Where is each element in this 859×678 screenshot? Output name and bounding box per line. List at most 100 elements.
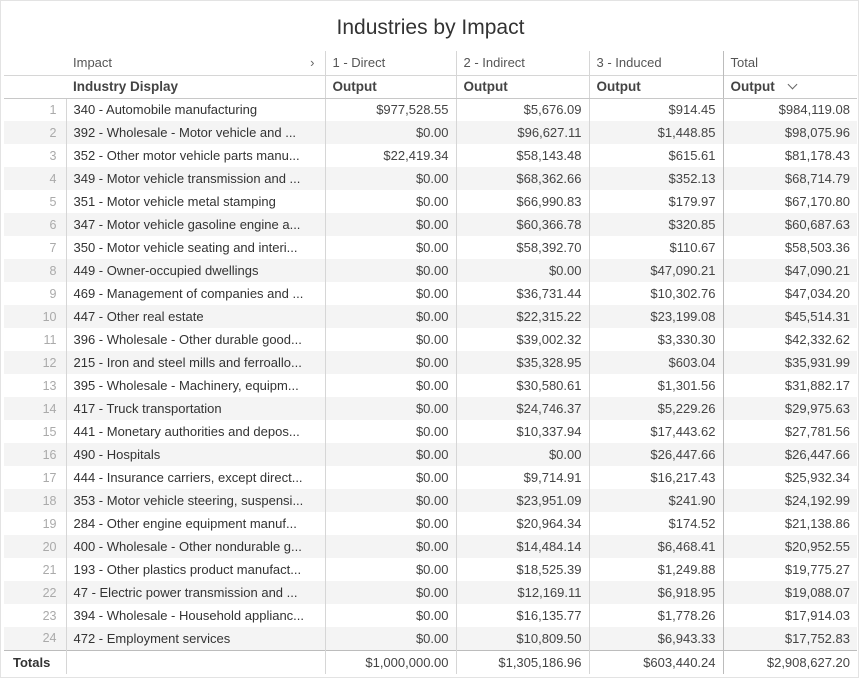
induced-output: $6,918.95 (588, 581, 723, 604)
induced-output: $615.61 (588, 144, 723, 167)
table-row[interactable]: 21 193 - Other plastics product manufact.… (4, 558, 857, 581)
impact-dimension-header[interactable]: Impact › (66, 51, 325, 75)
total-output: $19,775.27 (722, 558, 857, 581)
table-row[interactable]: 13 395 - Wholesale - Machinery, equipm...… (4, 374, 857, 397)
indirect-output: $24,746.37 (455, 397, 589, 420)
indirect-output-header[interactable]: Output (455, 74, 589, 99)
induced-output-header[interactable]: Output (588, 74, 723, 99)
column-group-indirect[interactable]: 2 - Indirect (455, 51, 589, 75)
corner-cell (4, 51, 66, 75)
table-row[interactable]: 14 417 - Truck transportation $0.00 $24,746… (4, 397, 857, 420)
direct-output-header[interactable]: Output (324, 74, 456, 99)
table-row[interactable]: 23 394 - Wholesale - Household applianc..… (4, 604, 857, 627)
indirect-output: $35,328.95 (455, 351, 589, 374)
row-index: 4 (4, 167, 66, 190)
induced-output: $23,199.08 (588, 305, 723, 328)
induced-output: $603.04 (588, 351, 723, 374)
column-group-direct[interactable]: 1 - Direct (324, 51, 456, 75)
industry-name: 352 - Other motor vehicle parts manu... (65, 144, 325, 167)
indirect-output: $20,964.34 (455, 512, 589, 535)
table-row[interactable]: 18 353 - Motor vehicle steering, suspensi… (4, 489, 857, 512)
table-body: 1 340 - Automobile manufacturing $977,528.… (4, 98, 857, 650)
total-output: $25,932.34 (722, 466, 857, 489)
table-row[interactable]: 17 444 - Insurance carriers, except direc… (4, 466, 857, 489)
industry-name: 349 - Motor vehicle transmission and ... (65, 167, 325, 190)
total-output: $984,119.08 (722, 98, 857, 121)
table-row[interactable]: 15 441 - Monetary authorities and depos..… (4, 420, 857, 443)
direct-output: $0.00 (324, 167, 456, 190)
indirect-output: $36,731.44 (455, 282, 589, 305)
chevron-right-icon[interactable]: › (310, 55, 315, 71)
indirect-output: $58,143.48 (455, 144, 589, 167)
row-index: 14 (4, 397, 66, 420)
table-row[interactable]: 8 449 - Owner-occupied dwellings $0.00 $0.0… (4, 259, 857, 282)
total-output: $24,192.99 (722, 489, 857, 512)
table-row[interactable]: 19 284 - Other engine equipment manuf... $… (4, 512, 857, 535)
industry-name: 417 - Truck transportation (65, 397, 325, 420)
indirect-output: $96,627.11 (455, 121, 589, 144)
induced-output: $6,468.41 (588, 535, 723, 558)
table-row[interactable]: 7 350 - Motor vehicle seating and interi.… (4, 236, 857, 259)
table-row[interactable]: 2 392 - Wholesale - Motor vehicle and ...… (4, 121, 857, 144)
industry-name: 394 - Wholesale - Household applianc... (65, 604, 325, 627)
table-row[interactable]: 16 490 - Hospitals $0.00 $0.00 $26,447.66 $26… (4, 443, 857, 466)
indirect-output: $10,809.50 (455, 627, 589, 650)
indirect-output: $0.00 (455, 443, 589, 466)
total-output: $19,088.07 (722, 581, 857, 604)
table-row[interactable]: 10 447 - Other real estate $0.00 $22,315.22… (4, 305, 857, 328)
industry-name: 347 - Motor vehicle gasoline engine a... (65, 213, 325, 236)
row-index: 16 (4, 443, 66, 466)
total-output: $60,687.63 (722, 213, 857, 236)
row-index: 3 (49, 148, 57, 163)
table-row[interactable]: 4 349 - Motor vehicle transmission and ..… (4, 167, 857, 190)
table-row[interactable]: 6 347 - Motor vehicle gasoline engine a..… (4, 213, 857, 236)
industry-name: 395 - Wholesale - Machinery, equipm... (65, 374, 325, 397)
row-index: 10 (4, 305, 66, 328)
direct-output: $0.00 (324, 489, 456, 512)
industry-name: 472 - Employment services (65, 627, 325, 650)
table-row[interactable]: 24 472 - Employment services $0.00 $10,809.… (4, 627, 857, 650)
direct-output: $0.00 (324, 328, 456, 351)
row-index: 7 (49, 240, 57, 255)
direct-output: $0.00 (324, 374, 456, 397)
industry-display-header[interactable]: Industry Display (66, 74, 325, 99)
table-row[interactable]: 9 469 - Management of companies and ... $0… (4, 282, 857, 305)
direct-output: $0.00 (324, 397, 456, 420)
induced-output: $914.45 (588, 98, 723, 121)
indirect-output: $22,315.22 (455, 305, 589, 328)
induced-output: $1,448.85 (588, 121, 723, 144)
table-row[interactable]: 5 351 - Motor vehicle metal stamping $0.00… (4, 190, 857, 213)
induced-output: $1,249.88 (588, 558, 723, 581)
industry-name: 490 - Hospitals (65, 443, 325, 466)
direct-output: $0.00 (324, 604, 456, 627)
row-index: 1 (49, 102, 57, 117)
chevron-down-icon[interactable] (787, 79, 798, 90)
row-index: 17 (42, 470, 57, 485)
industry-name: 392 - Wholesale - Motor vehicle and ... (65, 121, 325, 144)
direct-output: $22,419.34 (324, 144, 456, 167)
total-output-header[interactable]: Output (722, 74, 857, 99)
table-row[interactable]: 3 352 - Other motor vehicle parts manu...… (4, 144, 857, 167)
column-group-total[interactable]: Total (722, 51, 857, 75)
table-row[interactable]: 12 215 - Iron and steel mills and ferroal… (4, 351, 857, 374)
table-row[interactable]: 20 400 - Wholesale - Other nondurable g..… (4, 535, 857, 558)
column-group-induced[interactable]: 3 - Induced (588, 51, 723, 75)
direct-output: $0.00 (324, 512, 456, 535)
direct-output: $0.00 (324, 558, 456, 581)
industry-name: 449 - Owner-occupied dwellings (65, 259, 325, 282)
report-title: Industries by Impact (336, 16, 525, 39)
row-index: 12 (4, 351, 66, 374)
industry-name: 215 - Iron and steel mills and ferroallo… (65, 351, 325, 374)
direct-output: $0.00 (324, 581, 456, 604)
table-row[interactable]: 1 340 - Automobile manufacturing $977,528.… (4, 98, 857, 121)
row-index: 9 (49, 286, 57, 301)
totals-row: Totals $1,000,000.00 $1,305,186.96 $603,… (4, 649, 857, 674)
direct-output: $0.00 (324, 121, 456, 144)
table-row[interactable]: 11 396 - Wholesale - Other durable good..… (4, 328, 857, 351)
direct-output: $0.00 (324, 466, 456, 489)
industry-name: 351 - Motor vehicle metal stamping (65, 190, 325, 213)
table-row[interactable]: 22 47 - Electric power transmission and .… (4, 581, 857, 604)
industry-name: 284 - Other engine equipment manuf... (65, 512, 325, 535)
total-output: $47,090.21 (722, 259, 857, 282)
direct-output: $977,528.55 (324, 98, 456, 121)
